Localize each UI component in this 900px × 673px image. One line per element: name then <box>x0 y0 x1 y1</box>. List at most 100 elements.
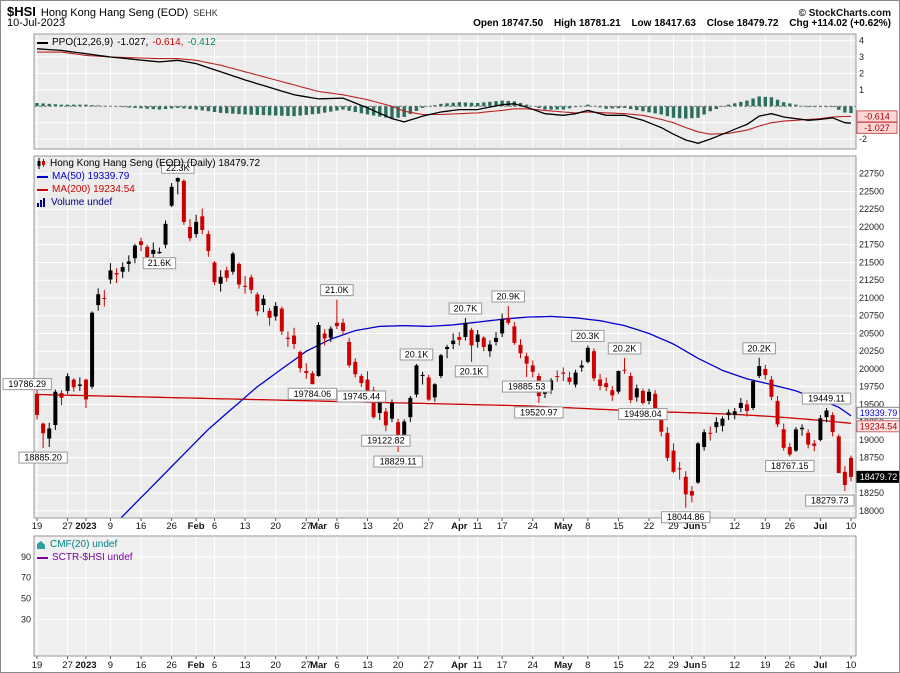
exchange-label: SEHK <box>193 8 218 18</box>
ma200-legend: MA(200) 19234.54 <box>52 184 135 195</box>
svg-text:20: 20 <box>393 660 404 671</box>
svg-text:18000: 18000 <box>859 506 884 516</box>
ma50-swatch-icon <box>37 175 48 178</box>
svg-text:19520.97: 19520.97 <box>520 407 558 417</box>
svg-text:16: 16 <box>136 660 147 671</box>
svg-text:70: 70 <box>21 573 31 583</box>
axis-labels: 1800018250185001875019000192501950019750… <box>21 36 884 625</box>
cmf-panel-border <box>33 535 857 657</box>
svg-text:22.3K: 22.3K <box>166 163 190 173</box>
svg-text:6: 6 <box>212 521 217 532</box>
sctr-swatch-icon <box>37 556 48 559</box>
close-label: Close <box>706 18 734 29</box>
ppo-legend: PPO(12,26,9) -1.027, -0.614, -0.412 <box>37 36 216 49</box>
svg-text:90: 90 <box>21 552 31 562</box>
svg-text:20: 20 <box>270 521 281 532</box>
svg-text:27: 27 <box>62 521 73 532</box>
svg-text:22: 22 <box>644 660 655 671</box>
svg-text:19234.54: 19234.54 <box>860 421 898 431</box>
svg-text:19: 19 <box>760 521 771 532</box>
svg-text:12: 12 <box>729 521 740 532</box>
svg-text:26: 26 <box>785 660 796 671</box>
svg-text:18044.86: 18044.86 <box>667 512 705 522</box>
ppo-line-swatch-icon <box>37 41 48 44</box>
svg-text:26: 26 <box>166 660 177 671</box>
svg-text:13: 13 <box>240 521 251 532</box>
instrument-name: Hong Kong Hang Seng (EOD) <box>40 7 189 19</box>
svg-text:15: 15 <box>613 660 624 671</box>
svg-text:2023: 2023 <box>75 660 96 671</box>
svg-text:19339.79: 19339.79 <box>860 408 898 418</box>
svg-text:20.2K: 20.2K <box>747 343 771 353</box>
svg-text:18767.15: 18767.15 <box>771 461 809 471</box>
ma50-line <box>120 315 852 518</box>
svg-text:Jun: Jun <box>683 521 700 532</box>
copyright: © StockCharts.com <box>798 8 891 19</box>
ppo-main-line <box>36 48 852 144</box>
svg-text:13: 13 <box>362 521 373 532</box>
ppo-content <box>34 48 856 144</box>
svg-text:Feb: Feb <box>188 660 205 671</box>
svg-text:6: 6 <box>212 660 217 671</box>
svg-text:20: 20 <box>270 660 281 671</box>
svg-text:11: 11 <box>473 521 483 532</box>
svg-text:22: 22 <box>644 521 655 532</box>
svg-text:17: 17 <box>497 660 508 671</box>
low-label: Low <box>631 18 652 29</box>
main-legend-title: Hong Kong Hang Seng (EOD) (Daily) 18479.… <box>50 158 261 169</box>
candles <box>35 177 853 508</box>
svg-text:8: 8 <box>585 660 590 671</box>
svg-text:-1.027: -1.027 <box>864 123 890 133</box>
high-label: High <box>553 18 577 29</box>
svg-text:10: 10 <box>846 660 857 671</box>
svg-text:26: 26 <box>166 521 177 532</box>
svg-text:24: 24 <box>527 660 538 671</box>
svg-text:May: May <box>554 521 573 532</box>
ppo-legend-name: PPO(12,26,9) <box>52 37 114 48</box>
main-legend: Hong Kong Hang Seng (EOD) (Daily) 18479.… <box>37 157 260 209</box>
svg-text:19498.04: 19498.04 <box>624 409 662 419</box>
svg-text:29: 29 <box>668 660 679 671</box>
svg-text:20.1K: 20.1K <box>460 366 484 376</box>
ppo-signal-line <box>37 51 852 135</box>
svg-text:-0.614: -0.614 <box>864 111 890 121</box>
cmf-legend-label: CMF(20) undef <box>50 539 118 550</box>
candlestick-icon <box>37 158 45 169</box>
ma200-line <box>36 393 852 424</box>
svg-text:12: 12 <box>729 660 740 671</box>
svg-text:27: 27 <box>423 521 434 532</box>
ppo-panel-bg <box>34 34 856 149</box>
ppo-value-1: -1.027, <box>117 37 149 48</box>
svg-text:Apr: Apr <box>451 521 468 532</box>
svg-text:21000: 21000 <box>859 293 884 303</box>
svg-text:2023: 2023 <box>75 521 96 532</box>
svg-text:20: 20 <box>393 521 404 532</box>
svg-text:22000: 22000 <box>859 222 884 232</box>
svg-text:20.2K: 20.2K <box>613 343 637 353</box>
svg-text:19: 19 <box>32 660 43 671</box>
svg-text:20.1K: 20.1K <box>405 349 429 359</box>
svg-text:20.9K: 20.9K <box>496 291 520 301</box>
svg-text:26: 26 <box>785 521 796 532</box>
cmf-panel-bg <box>34 536 856 656</box>
svg-text:20250: 20250 <box>859 346 884 356</box>
chg-label: Chg <box>789 18 809 29</box>
svg-text:11: 11 <box>473 660 483 671</box>
ma50-legend: MA(50) 19339.79 <box>52 171 130 182</box>
svg-text:19122.82: 19122.82 <box>367 436 405 446</box>
low-value: 18417.63 <box>654 18 696 29</box>
svg-text:19750: 19750 <box>859 382 884 392</box>
ohlc-quote: Open 18747.50 High 18781.21 Low 18417.63… <box>465 18 891 29</box>
svg-text:4: 4 <box>859 36 864 46</box>
main-panel-border <box>33 155 857 519</box>
svg-text:19: 19 <box>760 660 771 671</box>
svg-text:15: 15 <box>613 521 624 532</box>
svg-text:Feb: Feb <box>188 521 205 532</box>
svg-text:6: 6 <box>334 521 339 532</box>
svg-text:18750: 18750 <box>859 453 884 463</box>
svg-text:3: 3 <box>859 52 864 62</box>
svg-text:19786.29: 19786.29 <box>8 379 46 389</box>
svg-text:Mar: Mar <box>310 660 327 671</box>
